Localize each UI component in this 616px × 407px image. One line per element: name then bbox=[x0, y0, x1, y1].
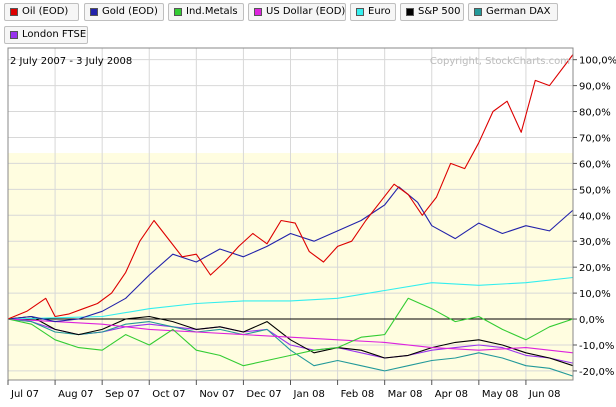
legend-swatch bbox=[406, 8, 414, 16]
legend-label: London FTSE bbox=[22, 29, 87, 40]
y-tick-label: 60,0% bbox=[579, 159, 611, 170]
legend-label: Oil (EOD) bbox=[22, 6, 69, 17]
y-tick-label: 0,0% bbox=[579, 315, 604, 326]
legend-item-gold[interactable]: Gold (EOD) bbox=[84, 3, 164, 21]
legend-item-german-dax[interactable]: German DAX bbox=[468, 3, 558, 21]
y-tick-label: 20,0% bbox=[579, 263, 611, 274]
series-line-euro bbox=[7, 276, 574, 320]
legend-swatch bbox=[254, 8, 262, 16]
x-axis-ticks: Jul 07 Aug 07 Sep 07 Oct 07 Nov 07 Dec 07 Jan … bbox=[7, 380, 561, 400]
legend-label: S&P 500 bbox=[418, 6, 461, 17]
series-lines bbox=[7, 54, 574, 377]
legend-label: Ind.Metals bbox=[186, 6, 238, 17]
legend-label: US Dollar (EOD) bbox=[266, 6, 346, 17]
series-line-us-dollar-eod bbox=[7, 318, 574, 354]
legend-swatch bbox=[10, 8, 18, 16]
legend-swatch bbox=[174, 8, 182, 16]
y-tick-label: 70,0% bbox=[579, 133, 611, 144]
legend-swatch bbox=[356, 8, 364, 16]
x-tick-label: Oct 07 bbox=[152, 389, 185, 400]
y-tick-label: -20,0% bbox=[579, 367, 614, 378]
legend-item-ind-metals[interactable]: Ind.Metals bbox=[168, 3, 244, 21]
y-tick-label: 90,0% bbox=[579, 82, 611, 93]
legend-label: German DAX bbox=[486, 6, 551, 17]
legend-item-sp500[interactable]: S&P 500 bbox=[400, 3, 464, 21]
x-tick-label: Jan 08 bbox=[293, 389, 325, 400]
x-tick-label: Aug 07 bbox=[58, 389, 93, 400]
y-tick-label: 80,0% bbox=[579, 108, 611, 119]
copyright-watermark: Copyright, StockCharts.com bbox=[430, 56, 570, 67]
series-line-ind-metals bbox=[7, 297, 574, 367]
y-tick-label: 30,0% bbox=[579, 237, 611, 248]
series-line-s-p-500 bbox=[7, 315, 574, 367]
series-line-german-dax bbox=[7, 318, 574, 377]
x-tick-label: May 08 bbox=[482, 389, 519, 400]
x-tick-label: Dec 07 bbox=[246, 389, 281, 400]
y-tick-label: 10,0% bbox=[579, 289, 611, 300]
x-tick-label: Jun 08 bbox=[528, 389, 561, 400]
x-tick-label: Mar 08 bbox=[388, 389, 423, 400]
y-axis-ticks: 100,0% 90,0% 80,0% 70,0% 60,0% 50,0% 40,0% 30,0… bbox=[573, 56, 616, 378]
y-tick-label: -10,0% bbox=[579, 341, 614, 352]
date-range-label: 2 July 2007 - 3 July 2008 bbox=[10, 56, 132, 67]
legend-item-euro[interactable]: Euro bbox=[350, 3, 396, 21]
legend-item-oil[interactable]: Oil (EOD) bbox=[4, 3, 79, 21]
y-tick-label: 100,0% bbox=[579, 56, 616, 67]
x-tick-label: Apr 08 bbox=[435, 389, 468, 400]
legend-swatch bbox=[90, 8, 98, 16]
x-tick-label: Sep 07 bbox=[105, 389, 140, 400]
legend-label: Euro bbox=[368, 6, 391, 17]
series-line-oil-eod bbox=[7, 54, 574, 320]
legend-swatch bbox=[474, 8, 482, 16]
legend-item-us-dollar[interactable]: US Dollar (EOD) bbox=[248, 3, 346, 21]
x-tick-label: Nov 07 bbox=[199, 389, 234, 400]
x-tick-label: Feb 08 bbox=[341, 389, 375, 400]
legend-label: Gold (EOD) bbox=[102, 6, 158, 17]
y-tick-label: 50,0% bbox=[579, 185, 611, 196]
y-tick-label: 40,0% bbox=[579, 211, 611, 222]
legend-swatch bbox=[10, 31, 18, 39]
x-tick-label: Jul 07 bbox=[10, 389, 39, 400]
legend-item-london-ftse[interactable]: London FTSE bbox=[4, 26, 88, 44]
